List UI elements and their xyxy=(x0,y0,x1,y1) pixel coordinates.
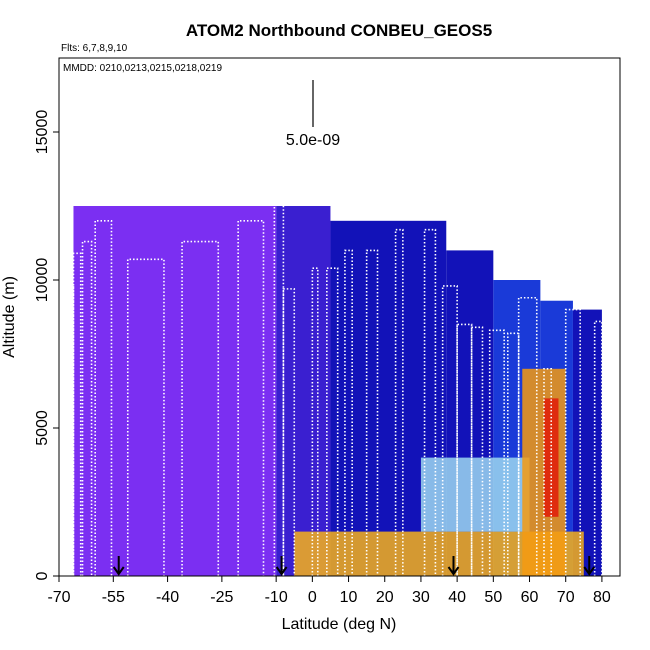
x-tick-label: -55 xyxy=(102,589,125,606)
plot-area xyxy=(58,57,621,577)
y-axis: 0 5000 10000 15000 xyxy=(34,110,59,580)
x-tick-label: -40 xyxy=(156,589,179,606)
flights-label: Flts: 6,7,8,9,10 xyxy=(61,43,128,54)
y-tick-label: 10000 xyxy=(34,258,51,303)
boundary-arrow-1 xyxy=(275,556,288,576)
y-tick-label: 5000 xyxy=(34,410,51,446)
y-tick-label: 15000 xyxy=(34,110,51,155)
x-tick-label: 50 xyxy=(484,589,502,606)
flight-track-22 xyxy=(564,308,581,576)
flight-track-4 xyxy=(126,258,165,576)
y-axis-label: Altitude (m) xyxy=(1,276,18,358)
flight-track-11 xyxy=(344,249,353,576)
boundary-arrow-head xyxy=(275,566,288,576)
flight-track-7 xyxy=(273,193,285,576)
x-tick-label: 20 xyxy=(376,589,394,606)
x-tick-label: 60 xyxy=(521,589,539,606)
flight-track-6 xyxy=(237,220,265,576)
x-axis: -70 -55 -40 -25 -10 0 10 20 30 40 50 60 70 80 xyxy=(47,576,611,606)
scale-label: 5.0e-09 xyxy=(286,132,340,149)
x-tick-label: -10 xyxy=(265,589,288,606)
flight-track-20 xyxy=(517,296,538,576)
boundary-arrow-head xyxy=(112,566,125,576)
flight-track-0 xyxy=(65,285,75,576)
flight-track-18 xyxy=(488,329,505,576)
flight-track-10 xyxy=(326,267,339,576)
flight-track-21 xyxy=(543,368,553,576)
boundary-arrow-2 xyxy=(447,556,460,576)
plot-frame xyxy=(58,57,621,577)
boundary-arrow-3 xyxy=(583,556,596,576)
x-tick-label: -70 xyxy=(47,589,70,606)
flight-track-1 xyxy=(72,252,82,576)
flight-track-19 xyxy=(507,332,520,576)
model-plumes xyxy=(294,368,584,576)
boundary-arrow-head xyxy=(583,566,596,576)
flight-track-23 xyxy=(593,320,603,576)
x-tick-label: 10 xyxy=(340,589,358,606)
flight-track-8 xyxy=(282,288,296,576)
boundary-arrow-head xyxy=(447,566,460,576)
boundary-arrow-0 xyxy=(112,556,125,576)
curtain-column-0 xyxy=(73,206,277,576)
x-axis-label: Latitude (deg N) xyxy=(282,616,397,633)
x-tick-label: 70 xyxy=(557,589,575,606)
x-tick-label: -25 xyxy=(210,589,233,606)
x-tick-label: 30 xyxy=(412,589,430,606)
chart-title: ATOM2 Northbound CONBEU_GEOS5 xyxy=(186,21,492,40)
scale-indicator: 5.0e-09 xyxy=(286,80,340,149)
flight-tracks xyxy=(65,193,603,576)
y-tick-label: 0 xyxy=(34,571,51,580)
dates-label: MMDD: 0210,0213,0215,0218,0219 xyxy=(63,63,222,74)
curtain-column-1 xyxy=(276,206,331,576)
flight-boundary-arrows xyxy=(112,556,596,576)
x-tick-label: 40 xyxy=(448,589,466,606)
plume-1 xyxy=(420,457,530,532)
plume-3 xyxy=(543,398,559,517)
x-tick-label: 80 xyxy=(593,589,611,606)
x-tick-label: 0 xyxy=(308,589,317,606)
